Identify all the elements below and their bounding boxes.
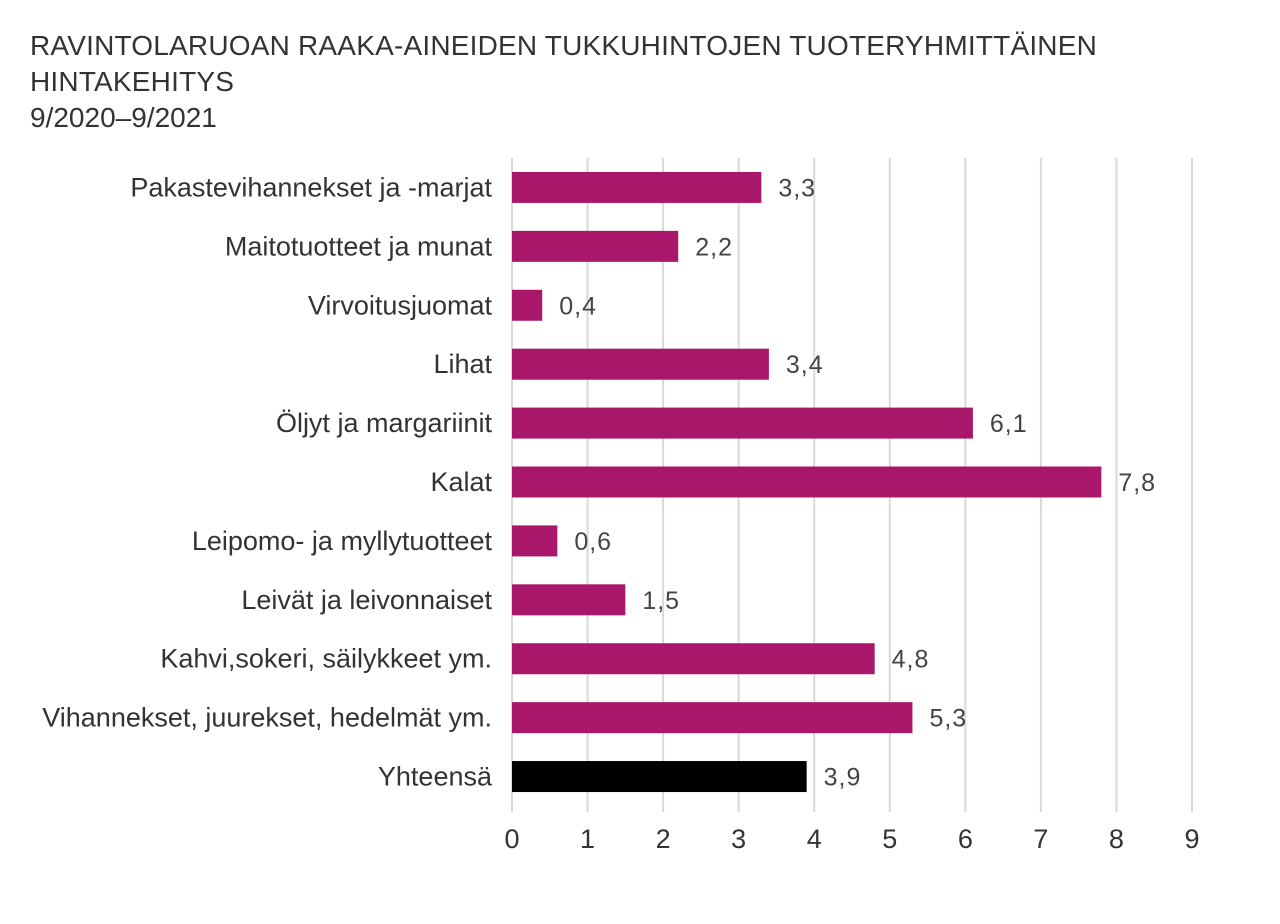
category-label-2: Maitotuotteet ja munat (225, 231, 493, 261)
category-label-5: Öljyt ja margariinit (276, 408, 493, 438)
value-label-6: 7,8 (1118, 469, 1156, 497)
x-tick-label-8: 8 (1109, 824, 1124, 854)
category-label-4: Lihat (433, 349, 492, 379)
value-label-3: 0,4 (559, 292, 597, 320)
value-label-9: 4,8 (892, 646, 930, 674)
x-tick-label-2: 2 (656, 824, 671, 854)
value-label-10: 5,3 (929, 705, 967, 733)
bar-5 (512, 407, 973, 439)
category-label-1: Pakastevihannekset ja -marjat (130, 172, 492, 202)
bar-11 (512, 761, 807, 793)
category-label-6: Kalat (430, 467, 492, 497)
value-label-5: 6,1 (990, 410, 1028, 438)
bar-2 (512, 230, 679, 262)
chart-title: RAVINTOLARUOAN RAAKA-AINEIDEN TUKKUHINTO… (30, 30, 1098, 97)
bar-8 (512, 584, 626, 616)
x-tick-label-0: 0 (504, 824, 519, 854)
value-label-1: 3,3 (778, 174, 816, 202)
category-label-10: Vihannekset, juurekset, hedelmät ym. (42, 703, 492, 733)
x-tick-label-4: 4 (807, 824, 822, 854)
category-label-9: Kahvi,sokeri, säilykkeet ym. (160, 644, 492, 674)
x-tick-label-5: 5 (882, 824, 897, 854)
bar-3 (512, 289, 543, 321)
x-tick-label-3: 3 (731, 824, 746, 854)
bar-9 (512, 643, 875, 675)
x-tick-label-1: 1 (580, 824, 595, 854)
value-label-8: 1,5 (642, 587, 680, 615)
x-tick-label-6: 6 (958, 824, 973, 854)
category-label-7: Leipomo- ja myllytuotteet (192, 526, 493, 556)
x-tick-label-7: 7 (1033, 824, 1048, 854)
value-label-4: 3,4 (786, 351, 824, 379)
chart-subtitle: 9/2020–9/2021 (30, 102, 217, 133)
bar-4 (512, 348, 769, 380)
category-label-3: Virvoitusjuomat (308, 290, 493, 320)
value-label-11: 3,9 (824, 764, 862, 792)
category-label-8: Leivät ja leivonnaiset (241, 585, 492, 615)
bar-6 (512, 466, 1102, 498)
x-tick-label-9: 9 (1184, 824, 1199, 854)
category-label-11: Yhteensä (378, 762, 493, 792)
chart-title-block: RAVINTOLARUOAN RAAKA-AINEIDEN TUKKUHINTO… (30, 28, 1280, 136)
bar-7 (512, 525, 558, 557)
value-label-7: 0,6 (574, 528, 612, 556)
bar-10 (512, 702, 913, 734)
bar-1 (512, 171, 762, 203)
value-label-2: 2,2 (695, 233, 733, 261)
